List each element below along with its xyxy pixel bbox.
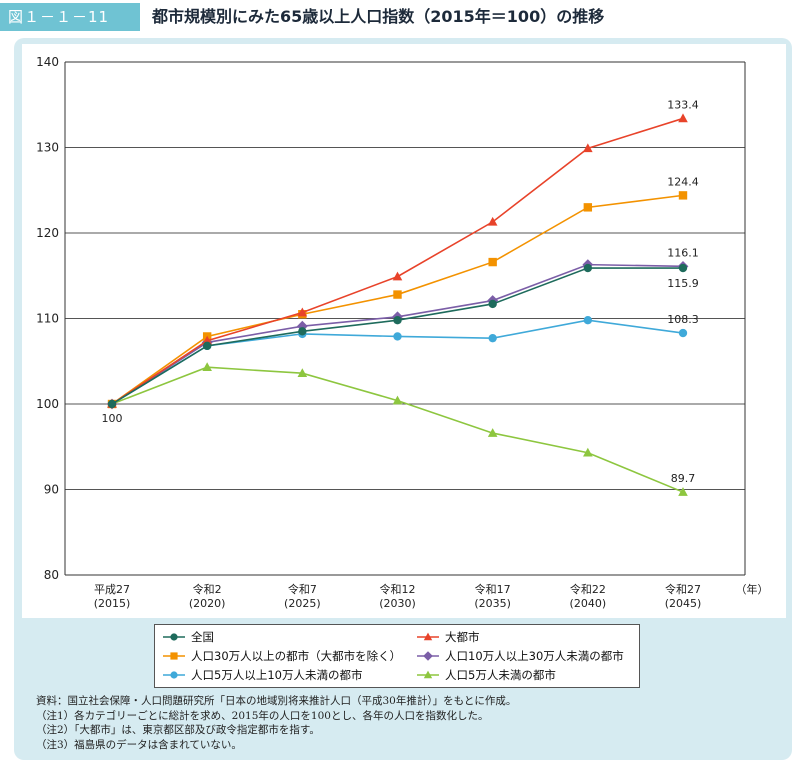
x-tick-label-year-3: (2030) — [379, 597, 416, 610]
source-note: 資料：国立社会保障・人口問題研究所「日本の地域別将来推計人口（平成30年推計）」… — [36, 695, 517, 707]
data-point-5-6 — [678, 487, 688, 496]
footnotes: 資料：国立社会保障・人口問題研究所「日本の地域別将来推計人口（平成30年推計）」… — [36, 694, 776, 752]
x-tick-label-year-0: (2015) — [94, 597, 131, 610]
series-4 — [107, 316, 688, 409]
legend-marker-4 — [170, 671, 178, 679]
x-tick-label-era-5: 令和22 — [570, 582, 606, 596]
data-point-0-3 — [393, 316, 402, 325]
y-tick-label-130: 130 — [36, 141, 59, 155]
data-point-5-3 — [392, 395, 403, 405]
data-point-0-4 — [488, 299, 497, 309]
data-point-0-6 — [678, 263, 688, 273]
legend-label-national: 全国 — [191, 630, 214, 644]
data-point-4-3 — [393, 332, 402, 341]
legend-label-50k-100k: 人口5万人以上10万人未満の都市 — [191, 668, 363, 682]
series-2 — [107, 191, 688, 409]
series-line-2 — [111, 194, 684, 405]
y-tick-label-140: 140 — [36, 55, 59, 69]
x-tick-label-era-1: 令和2 — [193, 582, 222, 596]
series-line-1 — [111, 117, 684, 405]
x-tick-label-era-0: 平成27 — [94, 583, 130, 596]
data-label-2: 124.4 — [667, 175, 699, 188]
chart-title: 都市規模別にみた65歳以上人口指数（2015年＝100）の推移 — [152, 7, 605, 26]
legend: 全国 大都市 人口30万人以上の都市（大都市を除く） 人口10万人以上30万人未… — [154, 624, 640, 688]
figure-label: 図１－１－11 — [0, 3, 140, 31]
x-axis-unit: （年） — [736, 582, 769, 596]
data-point-5-2 — [297, 368, 308, 378]
data-point-4-5 — [583, 316, 593, 325]
legend-marker-1 — [423, 632, 433, 641]
data-point-4-6 — [678, 328, 688, 338]
legend-label-300k-plus: 人口30万人以上の都市（大都市を除く） — [191, 649, 402, 663]
data-point-1-5 — [583, 143, 593, 153]
series-1 — [107, 113, 688, 408]
x-tick-label-era-4: 令和17 — [475, 582, 511, 596]
y-tick-label-110: 110 — [36, 312, 59, 326]
data-point-1-2 — [297, 307, 308, 317]
legend-label-metropolis: 大都市 — [445, 630, 480, 644]
y-tick-label-90: 90 — [44, 483, 59, 497]
y-tick-label-80: 80 — [44, 568, 59, 582]
data-point-1-3 — [392, 271, 403, 281]
x-tick-label-year-1: (2020) — [189, 597, 226, 610]
legend-swatch-metropolis — [417, 632, 439, 641]
data-point-0-2 — [298, 327, 307, 336]
data-point-2-5 — [583, 203, 593, 212]
y-tick-label-120: 120 — [36, 226, 59, 240]
legend-label-under-50k: 人口5万人未満の都市 — [445, 668, 556, 682]
legend-swatch-50k-100k — [163, 671, 185, 679]
x-tick-label-era-6: 令和27 — [665, 582, 701, 596]
data-label-0: 100 — [102, 412, 123, 425]
x-tick-label-year-4: (2035) — [474, 597, 511, 610]
x-tick-label-year-6: (2045) — [665, 597, 702, 610]
series-line-5 — [111, 366, 684, 493]
line-chart: 80 90 100 110 120 130 140 平成27(2015) 令和2(2020) 令和… — [36, 55, 769, 610]
data-label-3: 116.1 — [667, 246, 699, 259]
y-tick-label-100: 100 — [36, 397, 59, 411]
data-point-0-1 — [202, 341, 212, 351]
legend-marker-5 — [423, 670, 433, 679]
legend-swatch-100k-300k — [417, 651, 439, 661]
x-tick-label-era-3: 令和12 — [380, 582, 416, 596]
legend-swatch-national — [163, 633, 185, 641]
legend-marker-3 — [423, 651, 433, 661]
series-5 — [107, 362, 688, 496]
data-point-0-0 — [107, 399, 117, 409]
data-label-6: 89.7 — [671, 472, 696, 485]
data-point-5-4 — [487, 428, 498, 437]
data-point-1-6 — [678, 113, 688, 123]
data-label-5: 108.3 — [667, 313, 699, 326]
note-1: （注1）各カテゴリーごとに総計を求め、2015年の人口を100とし、各年の人口を… — [36, 709, 489, 722]
chart-area: 80 90 100 110 120 130 140 平成27 (2015) 令和2 (2020) 令和… — [22, 44, 786, 618]
data-point-2-4 — [488, 257, 497, 267]
data-point-2-6 — [678, 191, 688, 200]
header: 図１－１－11 都市規模別にみた65歳以上人口指数（2015年＝100）の推移 — [0, 0, 800, 34]
data-label-4: 115.9 — [667, 277, 699, 290]
note-2: （注2）「大都市」は、東京都区部及び政令指定都市を指す。 — [36, 724, 320, 736]
x-tick-label-era-2: 令和7 — [288, 582, 317, 596]
note-3: （注3）福島県のデータは含まれていない。 — [36, 738, 242, 751]
x-tick-label-year-2: (2025) — [284, 597, 321, 610]
data-point-5-5 — [583, 447, 593, 457]
legend-marker-2 — [170, 652, 178, 660]
data-point-1-1 — [202, 335, 212, 345]
legend-swatch-under-50k — [417, 670, 439, 679]
legend-marker-0 — [170, 633, 178, 641]
data-point-2-3 — [393, 290, 402, 299]
data-label-1: 133.4 — [667, 98, 699, 111]
series-0 — [107, 263, 688, 409]
data-point-0-5 — [583, 263, 593, 273]
data-point-1-4 — [487, 216, 498, 226]
data-point-4-4 — [488, 333, 497, 343]
data-point-5-1 — [202, 362, 212, 372]
legend-swatch-300k-plus — [163, 652, 185, 660]
x-tick-label-year-5: (2040) — [570, 597, 607, 610]
legend-label-100k-300k: 人口10万人以上30万人未満の都市 — [445, 649, 624, 663]
